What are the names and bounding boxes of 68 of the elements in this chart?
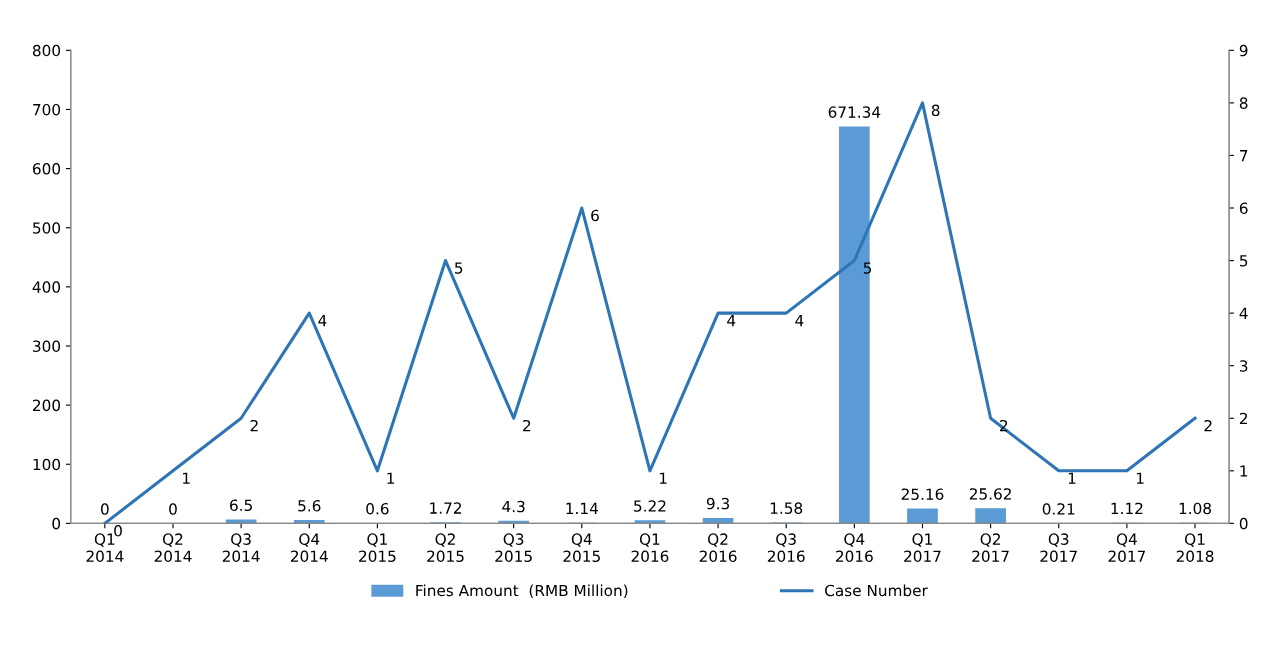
- x-tick-label: Q2 2015: [427, 533, 464, 563]
- data-label: 8: [931, 104, 940, 117]
- y-tick-label: 600: [32, 163, 61, 175]
- data-label: 1.58: [770, 502, 803, 514]
- data-label: 0.21: [1042, 503, 1075, 515]
- data-label: 1.14: [566, 502, 598, 514]
- data-label: 2: [523, 419, 531, 432]
- x-tick-label: Q2 2014: [154, 533, 192, 563]
- y-tick-label: 400: [32, 281, 61, 293]
- y2-tick-label: 3: [1239, 360, 1248, 372]
- data-label: 2: [250, 419, 258, 432]
- data-label: 25.16: [901, 488, 944, 500]
- data-label: 1.12: [1111, 502, 1143, 514]
- y-tick-label: 800: [32, 44, 61, 57]
- y2-tick-label: 1: [1240, 465, 1248, 477]
- data-label: 1: [1068, 472, 1076, 484]
- y-tick-label: 300: [33, 340, 61, 353]
- data-label: 25.62: [969, 488, 1011, 500]
- data-label: 1: [183, 472, 190, 484]
- x-tick-label: Q1 2015: [359, 533, 396, 563]
- x-tick-label: Q3 2016: [767, 533, 805, 563]
- y-tick-label: 500: [33, 222, 61, 234]
- data-label: 4.3: [502, 500, 525, 513]
- legend-label: Fines Amount (RMB Million): [416, 584, 628, 599]
- data-label: 1: [659, 472, 667, 484]
- x-tick-label: Q1 2016: [631, 533, 669, 563]
- x-tick-label: Q4 2014: [290, 533, 328, 563]
- y-tick-label: 700: [33, 103, 61, 116]
- x-tick-label: Q4 2017: [1108, 533, 1146, 563]
- data-label: 6.5: [230, 499, 252, 512]
- y2-tick-label: 7: [1240, 150, 1248, 162]
- data-label: 0.6: [366, 502, 389, 515]
- data-label: 6: [591, 209, 599, 222]
- legend-label: Case Number: [825, 584, 928, 597]
- data-label: 2: [1204, 419, 1212, 432]
- data-label: 1.08: [1179, 502, 1211, 515]
- y2-tick-label: 4: [1239, 307, 1248, 319]
- x-tick-label: Q4 2015: [563, 533, 600, 563]
- data-label: 1: [387, 472, 395, 484]
- data-label: 5.22: [634, 500, 666, 512]
- data-label: 671.34: [828, 106, 881, 118]
- y-tick-label: 100: [33, 458, 61, 471]
- data-label: 4: [795, 314, 804, 327]
- x-tick-label: Q2 2017: [972, 533, 1009, 563]
- x-tick-label: Q3 2017: [1040, 533, 1077, 563]
- x-tick-label: Q3 2015: [495, 533, 532, 563]
- y2-tick-label: 5: [1239, 255, 1248, 267]
- y2-tick-label: 6: [1239, 202, 1248, 215]
- x-tick-label: Q1 2017: [904, 533, 941, 563]
- data-label: 0: [101, 503, 109, 515]
- y2-tick-label: 9: [1239, 44, 1248, 57]
- y2-tick-label: 8: [1239, 97, 1248, 109]
- x-tick-label: Q1 2018: [1176, 533, 1214, 563]
- x-tick-label: Q4 2016: [836, 533, 873, 563]
- y-tick-label: 200: [33, 399, 61, 412]
- x-tick-label: Q3 2014: [222, 533, 260, 563]
- y2-tick-label: 0: [1239, 517, 1248, 530]
- data-label: 1: [1136, 472, 1144, 484]
- data-label: 4: [318, 314, 327, 327]
- x-tick-label: Q2 2016: [699, 533, 737, 563]
- data-label: 5: [455, 262, 463, 274]
- data-label: 5.6: [298, 500, 321, 512]
- y-tick-label: 0: [52, 517, 61, 530]
- data-label: 4: [727, 314, 736, 327]
- y2-tick-label: 2: [1239, 412, 1247, 425]
- data-label: 9.3: [706, 497, 729, 510]
- data-label: 1.72: [430, 502, 462, 514]
- data-label: 0: [169, 503, 177, 515]
